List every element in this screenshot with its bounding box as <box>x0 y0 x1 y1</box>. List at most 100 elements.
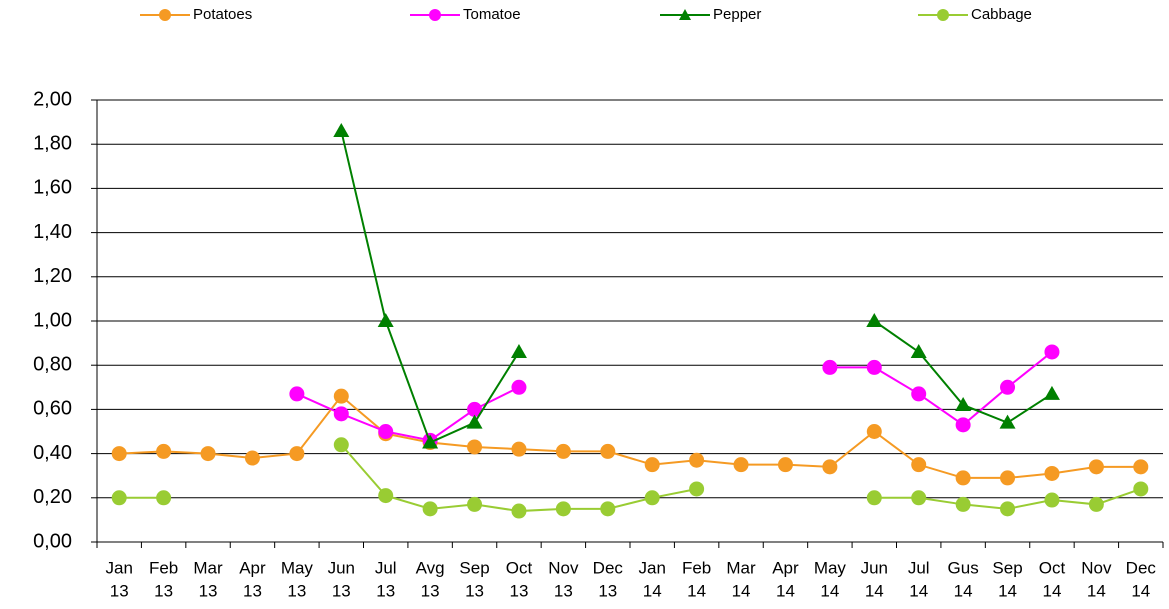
legend-marker <box>159 9 171 21</box>
y-tick-label: 1,20 <box>33 265 72 287</box>
series-line <box>296 386 520 442</box>
data-point <box>955 417 971 433</box>
data-point <box>511 441 527 457</box>
x-tick-label: 14 <box>1131 581 1150 600</box>
x-tick-label: Apr <box>772 558 799 577</box>
x-tick-label: May <box>281 558 314 577</box>
data-point <box>111 490 127 506</box>
data-point <box>644 490 660 506</box>
x-tick-label: 14 <box>732 581 751 600</box>
data-point <box>378 424 394 439</box>
x-tick-label: Nov <box>1081 558 1112 577</box>
x-tick-label: Sep <box>992 558 1022 577</box>
x-tick-label: Feb <box>682 558 711 577</box>
data-point <box>911 490 927 506</box>
data-point <box>1088 496 1104 512</box>
data-point <box>378 488 394 504</box>
x-tick-label: 13 <box>598 581 617 600</box>
data-point <box>1133 481 1149 497</box>
x-tick-label: 13 <box>287 581 306 600</box>
legend-marker <box>679 9 691 20</box>
data-point <box>289 386 305 402</box>
x-tick-label: Jan <box>638 558 665 577</box>
y-tick-label: 1,80 <box>33 132 72 154</box>
x-tick-label: 13 <box>332 581 351 600</box>
data-point <box>955 396 972 411</box>
data-point <box>1043 385 1060 400</box>
legend-label: Potatoes <box>193 6 252 23</box>
data-point <box>1000 379 1016 395</box>
data-point <box>1044 344 1060 360</box>
data-point <box>555 443 571 459</box>
y-tick-label: 2,00 <box>33 88 72 110</box>
data-point <box>511 379 527 395</box>
x-tick-label: Dec <box>593 558 624 577</box>
x-tick-label: 14 <box>1087 581 1106 600</box>
x-tick-label: Feb <box>149 558 178 577</box>
y-tick-label: 1,00 <box>33 309 72 331</box>
x-tick-label: 14 <box>1042 581 1061 600</box>
x-tick-label: Oct <box>506 558 533 577</box>
data-point <box>600 501 616 517</box>
data-point <box>910 343 927 358</box>
data-point <box>111 446 127 462</box>
x-tick-label: Nov <box>548 558 579 577</box>
data-point <box>999 414 1016 429</box>
data-point <box>156 490 172 506</box>
y-tick-label: 0,40 <box>33 442 72 464</box>
x-tick-label: Jun <box>861 558 888 577</box>
data-point <box>1133 459 1149 475</box>
data-point <box>866 424 882 439</box>
x-tick-label: Dec <box>1126 558 1157 577</box>
x-tick-label: Jul <box>375 558 397 577</box>
data-point <box>467 439 483 455</box>
data-point <box>1000 470 1016 486</box>
x-tick-label: Avg <box>416 558 445 577</box>
data-point <box>955 496 971 512</box>
data-point <box>1044 465 1060 481</box>
data-point <box>911 386 927 402</box>
y-tick-label: 1,40 <box>33 221 72 243</box>
x-tick-label: May <box>814 558 847 577</box>
legend-marker <box>429 9 441 21</box>
x-tick-label: 14 <box>643 581 662 600</box>
data-point <box>1044 492 1060 508</box>
x-tick-label: Jan <box>105 558 132 577</box>
data-point <box>1088 459 1104 475</box>
data-point <box>866 313 883 327</box>
legend-label: Cabbage <box>971 6 1032 23</box>
x-tick-label: 14 <box>776 581 795 600</box>
data-point <box>467 496 483 512</box>
data-point <box>866 359 882 375</box>
x-tick-label: Mar <box>193 558 223 577</box>
x-tick-label: Gus <box>948 558 979 577</box>
x-tick-label: 13 <box>243 581 262 600</box>
data-point <box>689 452 705 468</box>
y-tick-label: 1,60 <box>33 177 72 199</box>
legend-marker <box>937 9 949 21</box>
data-point <box>333 122 350 137</box>
data-point <box>510 343 527 358</box>
data-point <box>422 501 438 517</box>
x-tick-label: 14 <box>687 581 706 600</box>
x-tick-label: 13 <box>154 581 173 600</box>
data-point <box>289 446 305 462</box>
data-point <box>333 388 349 404</box>
data-point <box>733 457 749 473</box>
x-tick-label: Jul <box>908 558 930 577</box>
data-point <box>200 446 216 462</box>
series-line <box>829 351 1053 427</box>
data-point <box>955 470 971 486</box>
data-point <box>1000 501 1016 517</box>
x-tick-label: Apr <box>239 558 266 577</box>
x-tick-label: 13 <box>421 581 440 600</box>
data-point <box>822 459 838 475</box>
x-tick-label: 13 <box>199 581 218 600</box>
data-point <box>156 443 172 459</box>
x-tick-label: 14 <box>820 581 839 600</box>
data-point <box>422 434 439 449</box>
data-point <box>333 406 349 422</box>
x-tick-label: Jun <box>328 558 355 577</box>
y-tick-label: 0,60 <box>33 398 72 420</box>
